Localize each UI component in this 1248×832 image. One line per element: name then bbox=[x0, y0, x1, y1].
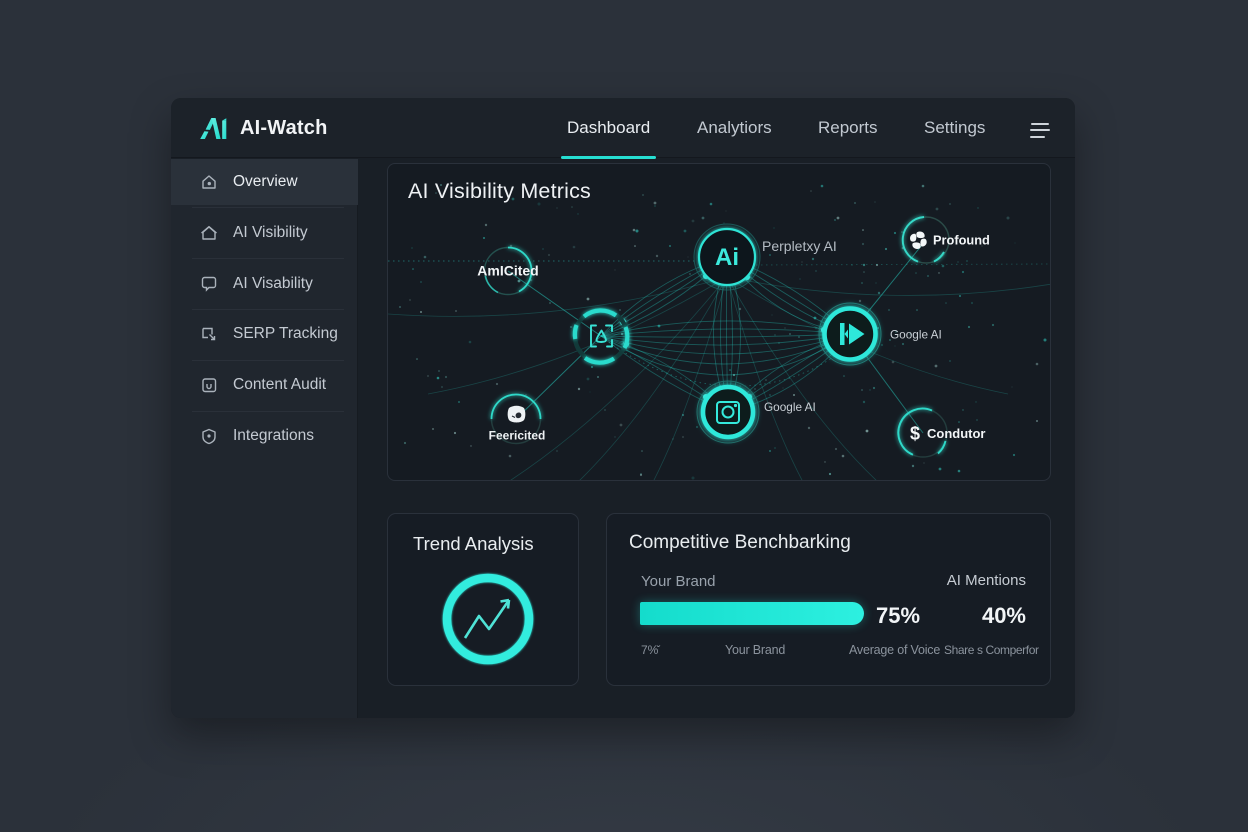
svg-text:Perpletxy AI: Perpletxy AI bbox=[762, 238, 837, 254]
svg-text:$: $ bbox=[910, 424, 920, 444]
svg-text:Google AI: Google AI bbox=[764, 400, 816, 414]
svg-text:AmICited: AmICited bbox=[477, 263, 538, 279]
svg-text:Condutor: Condutor bbox=[927, 426, 985, 441]
svg-text:Profound: Profound bbox=[933, 233, 990, 248]
svg-text:Ai: Ai bbox=[715, 244, 739, 271]
svg-text:Feericited: Feericited bbox=[489, 429, 546, 443]
svg-text:Google AI: Google AI bbox=[890, 328, 942, 342]
